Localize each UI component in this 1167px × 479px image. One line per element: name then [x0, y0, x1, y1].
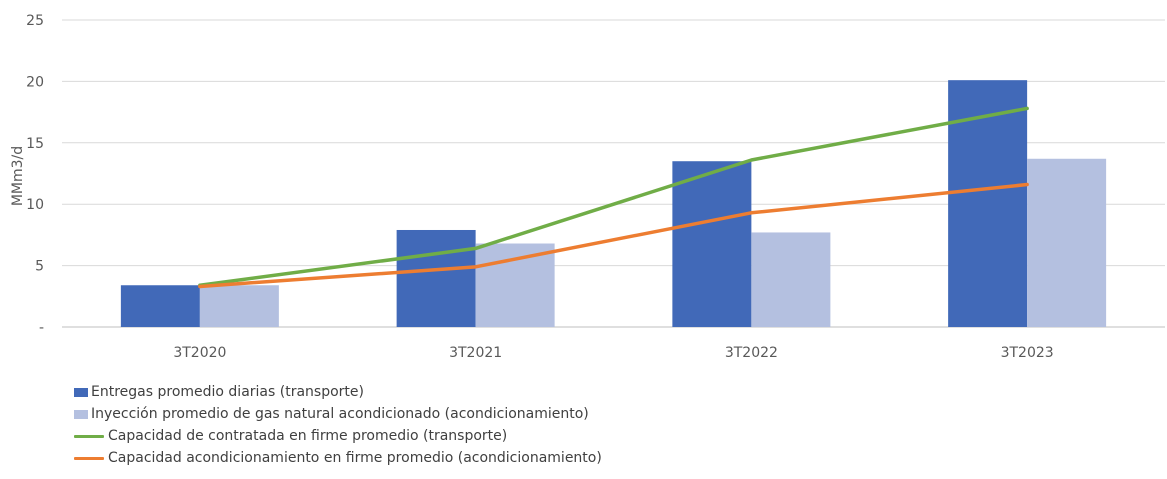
legend-label: Capacidad de contratada en firme promedi…: [108, 428, 508, 444]
x-tick-label: 3T2023: [1001, 345, 1054, 361]
series-line: [198, 106, 1029, 287]
y-tick-label: 10: [26, 197, 44, 213]
legend-label: Capacidad acondicionamiento en firme pro…: [108, 450, 602, 466]
y-axis-label: MMm3/d: [10, 146, 26, 206]
x-axis-ticks: 3T2020 3T2021 3T2022 3T2023: [173, 345, 1053, 361]
legend: Entregas promedio diarias (transporte) I…: [74, 381, 602, 469]
y-axis-ticks: - 5 10 15 20 25: [26, 13, 44, 336]
x-tick-label: 3T2022: [725, 345, 778, 361]
legend-swatch: [74, 456, 104, 460]
legend-label: Entregas promedio diarias (transporte): [91, 384, 364, 400]
series-line: [198, 182, 1029, 289]
x-tick-label: 3T2020: [173, 345, 226, 361]
y-tick-label: 25: [26, 13, 44, 29]
legend-item-contracted-capacity: Capacidad de contratada en firme promedi…: [74, 425, 602, 447]
y-tick-label: 20: [26, 74, 44, 90]
bar: [199, 285, 279, 327]
legend-item-deliveries: Entregas promedio diarias (transporte): [74, 381, 602, 403]
legend-label: Inyección promedio de gas natural acondi…: [91, 406, 589, 422]
legend-item-injection: Inyección promedio de gas natural acondi…: [74, 403, 602, 425]
y-tick-label: 15: [26, 136, 44, 152]
bar: [396, 229, 476, 327]
bar: [1027, 158, 1107, 327]
bar: [751, 232, 831, 327]
x-tick-label: 3T2021: [449, 345, 502, 361]
legend-swatch: [74, 387, 88, 397]
bar: [120, 285, 200, 327]
legend-swatch: [74, 409, 88, 419]
lines: [198, 106, 1029, 289]
chart: - 5 10 15 20 25 3T2020 3T2021 3T2022 3T2023 MMm3…: [10, 13, 1165, 361]
bars: [120, 80, 1107, 327]
legend-swatch: [74, 434, 104, 438]
y-tick-label: 5: [35, 259, 44, 275]
y-tick-label: -: [39, 320, 44, 336]
bar: [672, 161, 752, 327]
legend-item-conditioning-capacity: Capacidad acondicionamiento en firme pro…: [74, 447, 602, 469]
bar: [475, 243, 555, 327]
